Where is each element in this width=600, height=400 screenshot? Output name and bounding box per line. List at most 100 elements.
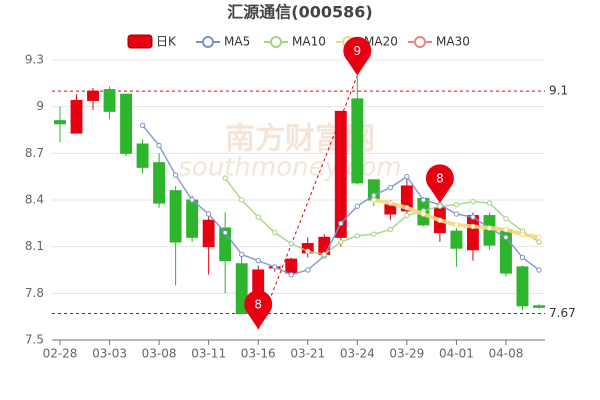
y-tick-label: 7.8 (25, 286, 44, 300)
ma-point (371, 197, 377, 203)
mark-line-label: 9.1 (549, 84, 568, 98)
watermark: 南方财富网 (225, 122, 375, 157)
candle-body (153, 162, 166, 204)
candle-body (533, 305, 545, 308)
ma-point (453, 201, 460, 208)
ma-point (437, 203, 443, 209)
x-tick-label: 03-03 (92, 347, 127, 361)
y-tick-label: 9 (36, 99, 44, 113)
ma-point (536, 239, 542, 245)
ma-point (486, 225, 493, 231)
ma-point (536, 234, 542, 241)
candle-body (70, 99, 83, 134)
ma-point (503, 234, 509, 241)
candle-body (516, 266, 529, 307)
ma-point (172, 172, 179, 178)
ma-line (224, 177, 540, 256)
ma-point (519, 231, 526, 237)
legend-label: MA10 (292, 35, 326, 49)
candle-body (169, 190, 182, 243)
ma-point (387, 226, 394, 233)
candle-body (136, 143, 149, 168)
pin (425, 164, 454, 204)
pin (244, 290, 273, 330)
y-tick-label: 8.7 (25, 146, 44, 160)
ma-point (470, 214, 476, 220)
ma-point (503, 215, 509, 222)
ma-point (486, 200, 493, 206)
y-tick-label: 8.1 (25, 239, 44, 253)
ma-point (272, 229, 278, 236)
ma-point (470, 198, 476, 205)
candle-body (103, 89, 116, 112)
mark-line-label: 7.67 (549, 306, 576, 320)
ma-point (371, 192, 377, 199)
ma-point (139, 122, 146, 129)
y-tick-label: 8.4 (25, 193, 44, 207)
x-tick-label: 04-01 (439, 347, 474, 361)
candle-body (285, 258, 298, 274)
ma-point (305, 248, 311, 255)
legend-label: MA5 (224, 35, 250, 49)
legend-swatch (127, 34, 153, 49)
x-tick-label: 03-16 (241, 347, 276, 361)
ma-point (437, 217, 443, 223)
y-tick-label: 7.5 (25, 333, 44, 347)
pin-label: 8 (436, 172, 444, 186)
ma-point (371, 231, 377, 237)
candle-body (450, 230, 463, 249)
ma-point (354, 233, 361, 239)
ma-point (222, 229, 228, 236)
legend-label: MA20 (364, 35, 398, 49)
ma-point (156, 142, 162, 149)
pin-label: 8 (254, 298, 262, 312)
candle-body (120, 93, 133, 154)
ma-point (321, 251, 327, 258)
ma-point (453, 211, 460, 217)
candle-body (334, 110, 347, 238)
x-tick-label: 03-11 (191, 347, 226, 361)
ma-point (404, 173, 410, 180)
ma-point (404, 205, 410, 211)
ma-point (404, 212, 410, 219)
ma-point (470, 223, 476, 230)
legend-swatch-dot (414, 36, 426, 48)
x-tick-label: 03-21 (290, 347, 325, 361)
ma-point (387, 200, 394, 206)
ma-point (205, 211, 212, 217)
y-tick-label: 9.3 (25, 53, 44, 67)
ma-point (453, 222, 460, 228)
ma-point (305, 267, 311, 273)
pin (343, 36, 372, 76)
candle-body (400, 185, 413, 212)
candle-body (87, 90, 99, 101)
candle-body (466, 215, 479, 251)
ma-point (420, 211, 427, 217)
ma-point (288, 271, 294, 278)
ma-point (255, 214, 261, 220)
candle-body (186, 199, 199, 238)
x-tick-label: 03-08 (142, 347, 177, 361)
candle-body (235, 263, 248, 315)
legend-swatch-dot (202, 36, 214, 48)
legend-label: 日K (156, 35, 177, 49)
ma-point (189, 197, 195, 203)
ma-point (238, 197, 245, 203)
candle-body (219, 227, 232, 262)
legend-swatch-dot (270, 36, 282, 48)
ma-point (288, 240, 294, 247)
ma-point (338, 239, 344, 245)
ma-point (519, 254, 526, 261)
ma-point (536, 267, 542, 273)
x-tick-label: 04-08 (489, 347, 524, 361)
chart-title: 汇源通信(000586) (227, 3, 372, 22)
candle-body (351, 98, 364, 184)
ma-point (272, 264, 278, 270)
ma-point (222, 175, 228, 181)
candle-body (202, 219, 215, 248)
legend-label: MA30 (436, 35, 470, 49)
ma-point (354, 203, 361, 209)
ma-point (255, 257, 261, 264)
ma-point (338, 220, 344, 227)
